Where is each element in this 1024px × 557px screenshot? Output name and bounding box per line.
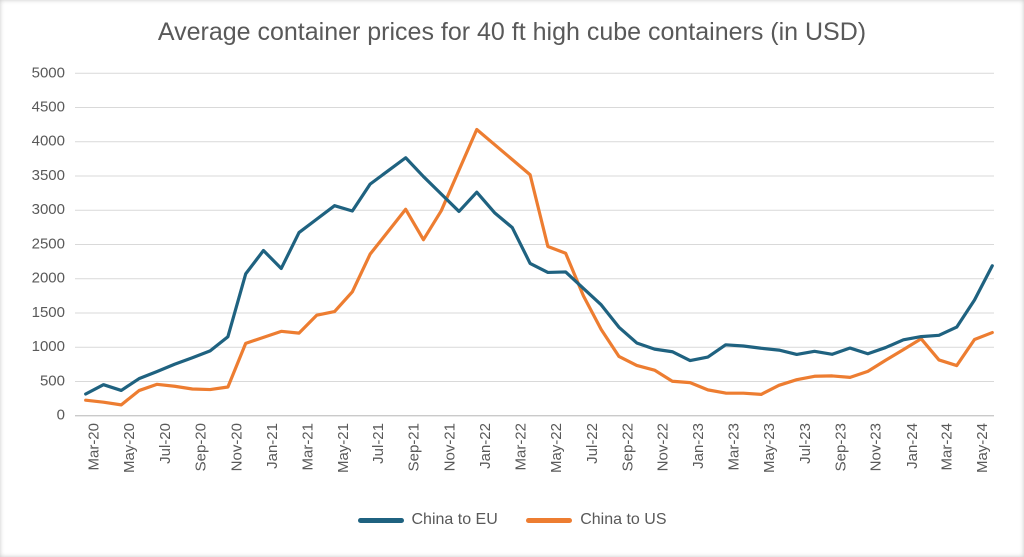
svg-text:3000: 3000 (32, 201, 65, 218)
svg-text:3500: 3500 (32, 167, 65, 184)
svg-text:500: 500 (40, 372, 65, 389)
svg-text:1000: 1000 (32, 338, 65, 355)
svg-text:1500: 1500 (32, 304, 65, 321)
svg-text:4000: 4000 (32, 133, 65, 150)
svg-text:4500: 4500 (32, 99, 65, 116)
svg-text:5000: 5000 (32, 64, 65, 81)
svg-text:2500: 2500 (32, 235, 65, 252)
svg-text:2000: 2000 (32, 270, 65, 287)
svg-text:0: 0 (57, 407, 65, 424)
